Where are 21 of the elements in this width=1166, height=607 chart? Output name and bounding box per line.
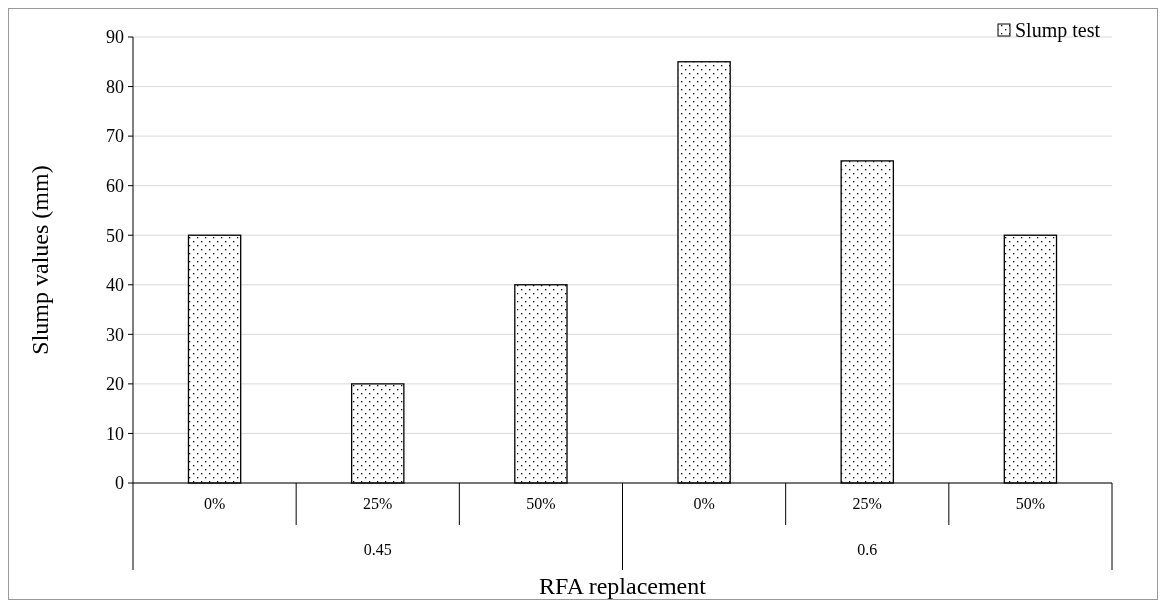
- y-tick-label: 30: [106, 324, 124, 345]
- x-tick-label: 25%: [363, 495, 393, 512]
- y-tick-label: 40: [106, 275, 124, 296]
- x-tick-label: 50%: [1015, 495, 1046, 512]
- x-tick-label: 0%: [203, 495, 226, 512]
- y-tick-label: 70: [106, 126, 124, 147]
- text: 0.45: [363, 541, 392, 558]
- x-tick-label: 50%: [526, 495, 556, 512]
- y-tick-label: 10: [106, 423, 124, 444]
- y-tick-label: 50: [106, 225, 124, 246]
- x-tick-label: 25%: [852, 495, 882, 512]
- y-tick-label: 60: [106, 175, 124, 196]
- x-tick-label: 0%: [693, 495, 715, 512]
- y-tick-label: 80: [106, 76, 124, 97]
- x-axis-title: RFA replacement: [539, 573, 707, 599]
- y-tick-label: 20: [106, 374, 124, 395]
- text: 0.6: [857, 541, 878, 558]
- legend-label: Slump test: [1015, 19, 1101, 42]
- y-tick-label: 0: [115, 473, 124, 494]
- y-tick-label: 90: [106, 27, 124, 48]
- y-axis-title: Slump values (mm): [27, 165, 53, 355]
